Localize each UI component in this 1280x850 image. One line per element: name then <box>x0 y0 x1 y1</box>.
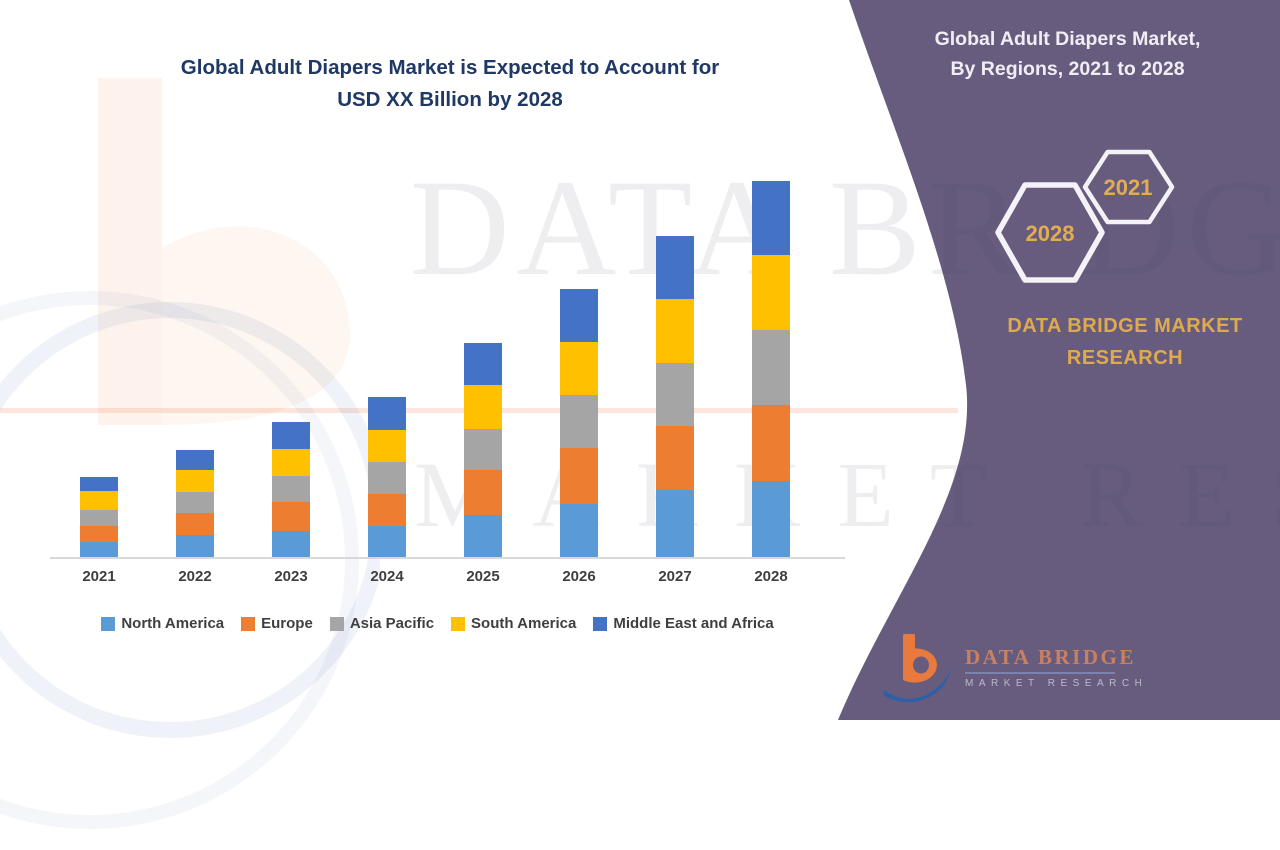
x-axis-labels: 2021 2022 2023 2024 2025 2026 2027 2028 <box>50 568 845 592</box>
bar-2026 <box>560 289 598 557</box>
brand-text-line1: DATA BRIDGE MARKET <box>1007 315 1243 337</box>
panel-title-line2: By Regions, 2021 to 2028 <box>950 58 1185 81</box>
legend-item-asia-pacific: Asia Pacific <box>329 615 435 632</box>
bar-segment-2028-north-america <box>752 481 790 557</box>
bar-2023 <box>272 422 310 557</box>
bar-segment-2021-south-america <box>80 491 118 510</box>
bar-segment-2023-middle-east-and-africa <box>272 422 310 449</box>
bar-2024 <box>368 397 406 557</box>
panel-title: Global Adult Diapers Market, By Regions,… <box>895 24 1240 84</box>
bar-segment-2025-europe <box>464 470 502 515</box>
bar-segment-2022-middle-east-and-africa <box>176 450 214 470</box>
bar-segment-2026-south-america <box>560 342 598 395</box>
bar-segment-2025-asia-pacific <box>464 429 502 470</box>
bar-segment-2028-europe <box>752 405 790 481</box>
bar-2027 <box>656 236 694 557</box>
legend-item-middle-east-and-africa: Middle East and Africa <box>593 615 774 632</box>
legend-label: Asia Pacific <box>349 615 435 632</box>
chart-title-line1: Global Adult Diapers Market is Expected … <box>180 56 720 79</box>
x-axis-label-2026: 2026 <box>562 568 596 585</box>
bar-segment-2025-south-america <box>464 385 502 429</box>
hexagon-2021-label: 2021 <box>1104 175 1153 200</box>
bar-segment-2025-north-america <box>464 515 502 557</box>
bar-segment-2022-europe <box>176 513 214 535</box>
logo-subtitle: MARKET RESEARCH <box>965 678 1148 689</box>
logo-name: DATA BRIDGE <box>965 645 1136 669</box>
bar-segment-2028-middle-east-and-africa <box>752 181 790 255</box>
legend-item-north-america: North America <box>101 615 224 632</box>
legend-swatch-icon <box>593 616 608 631</box>
legend-item-europe: Europe <box>241 615 313 632</box>
bar-segment-2021-asia-pacific <box>80 510 118 526</box>
legend-label: Middle East and Africa <box>613 615 774 632</box>
bar-segment-2027-north-america <box>656 490 694 557</box>
bar-segment-2023-asia-pacific <box>272 476 310 502</box>
x-axis-label-2027: 2027 <box>658 568 692 585</box>
bar-segment-2026-europe <box>560 448 598 504</box>
x-axis-label-2025: 2025 <box>466 568 500 585</box>
x-axis-label-2022: 2022 <box>178 568 212 585</box>
bar-2022 <box>176 450 214 557</box>
infographic-canvas: { "left_panel": { "title_line1": "Global… <box>0 0 1280 829</box>
x-axis-label-2024: 2024 <box>370 568 404 585</box>
brand-text-line2: RESEARCH <box>1066 347 1184 369</box>
brand-text: DATA BRIDGE MARKET RESEARCH <box>955 310 1280 374</box>
chart-legend: North America Europe Asia Pacific South Ame… <box>45 615 830 632</box>
legend-label: South America <box>471 615 577 632</box>
legend-swatch-icon <box>329 616 344 631</box>
bar-segment-2023-europe <box>272 502 310 531</box>
hexagon-2028-icon <box>995 182 1105 283</box>
legend-label: North America <box>121 615 225 632</box>
chart-title-line2: USD XX Billion by 2028 <box>337 87 563 111</box>
data-bridge-b-watermark-icon <box>98 78 351 425</box>
bar-segment-2024-north-america <box>368 526 406 557</box>
bar-segment-2023-south-america <box>272 449 310 476</box>
bar-2021 <box>80 477 118 557</box>
bar-segment-2026-asia-pacific <box>560 395 598 448</box>
legend-swatch-icon <box>451 616 466 631</box>
panel-title-line1: Global Adult Diapers Market, <box>934 28 1201 50</box>
legend-swatch-icon <box>241 616 256 631</box>
bar-segment-2028-south-america <box>752 255 790 330</box>
bar-segment-2027-south-america <box>656 299 694 363</box>
bar-segment-2025-middle-east-and-africa <box>464 343 502 385</box>
data-bridge-logo: DATA BRIDGE MARKET RESEARCH <box>883 632 1147 702</box>
x-axis-label-2021: 2021 <box>82 568 116 585</box>
x-axis-label-2023: 2023 <box>274 568 308 585</box>
bar-segment-2024-middle-east-and-africa <box>368 397 406 430</box>
hexagon-2028-label: 2028 <box>1026 221 1075 246</box>
bar-segment-2021-middle-east-and-africa <box>80 477 118 491</box>
bar-segment-2021-north-america <box>80 542 118 557</box>
bar-segment-2026-middle-east-and-africa <box>560 289 598 342</box>
bar-segment-2027-asia-pacific <box>656 363 694 426</box>
hexagon-badges: 2021 2028 <box>995 149 1175 283</box>
bar-segment-2028-asia-pacific <box>752 330 790 405</box>
bar-segment-2027-europe <box>656 426 694 490</box>
bar-2025 <box>464 343 502 557</box>
legend-swatch-icon <box>101 616 116 631</box>
bar-segment-2026-north-america <box>560 504 598 557</box>
logo-divider <box>965 672 1115 674</box>
data-bridge-logo-icon <box>884 634 951 702</box>
chart-title: Global Adult Diapers Market is Expected … <box>75 52 825 116</box>
bar-segment-2027-middle-east-and-africa <box>656 236 694 299</box>
bar-segment-2024-south-america <box>368 430 406 462</box>
bar-segment-2024-europe <box>368 494 406 526</box>
x-axis-label-2028: 2028 <box>754 568 788 585</box>
bar-segment-2022-north-america <box>176 535 214 557</box>
bar-segment-2022-south-america <box>176 470 214 492</box>
legend-item-south-america: South America <box>451 615 576 632</box>
legend-label: Europe <box>261 615 313 632</box>
hexagon-2021-icon <box>1082 149 1175 225</box>
plot-area <box>50 150 845 559</box>
bar-2028 <box>752 181 790 557</box>
bar-segment-2021-europe <box>80 526 118 542</box>
bar-segment-2022-asia-pacific <box>176 492 214 513</box>
watermark-text-line2: MARKET RESEARCH <box>414 444 1280 547</box>
bar-segment-2023-north-america <box>272 531 310 557</box>
bar-segment-2024-asia-pacific <box>368 462 406 494</box>
